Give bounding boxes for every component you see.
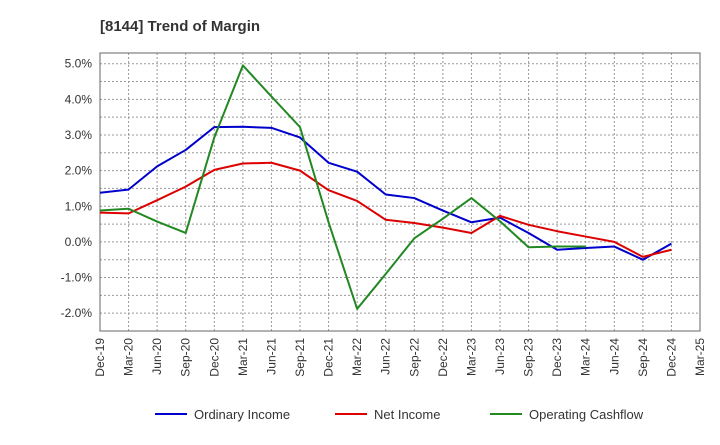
x-tick-label: Sep-24 [636,338,650,377]
x-tick-label: Sep-20 [179,338,193,377]
y-tick-label: 5.0% [65,57,93,71]
y-tick-label: -1.0% [61,271,93,285]
x-tick-label: Jun-22 [379,338,393,375]
legend-label-net-income: Net Income [374,407,440,422]
y-tick-label: -2.0% [61,306,93,320]
x-tick-label: Sep-22 [407,338,421,377]
x-tick-label: Jun-23 [493,338,507,375]
x-tick-label: Dec-23 [550,338,564,377]
x-tick-label: Mar-22 [350,338,364,376]
legend: Ordinary Income Net Income Operating Cashf… [155,407,644,422]
y-tick-label: 2.0% [65,164,93,178]
x-tick-label: Sep-23 [522,338,536,377]
x-tick-label: Dec-21 [322,338,336,377]
y-tick-label: 0.0% [65,235,93,249]
x-tick-label: Jun-21 [264,338,278,375]
series-line-operating-cashflow [99,64,586,310]
plot-frame [99,52,701,332]
chart-title: [8144] Trend of Margin [100,18,260,35]
grid-layer [100,53,700,331]
x-tick-label: Mar-20 [122,338,136,376]
series-line-net-income [99,161,672,258]
y-tick-label: 3.0% [65,128,93,142]
x-tick-label: Sep-21 [293,338,307,377]
x-tick-label: Dec-24 [664,338,678,377]
series-line-ordinary-income [99,125,672,261]
y-tick-label: 1.0% [65,199,93,213]
x-tick-label: Mar-21 [236,338,250,376]
x-tick-label: Mar-23 [464,338,478,376]
x-tick-label: Mar-25 [693,338,707,376]
legend-label-operating-cashflow: Operating Cashflow [529,407,644,422]
x-tick-label: Jun-24 [607,338,621,375]
x-tick-label: Dec-20 [207,338,221,377]
x-tick-label: Dec-19 [93,338,107,377]
x-tick-label: Jun-20 [150,338,164,375]
x-tick-label: Mar-24 [579,338,593,376]
legend-label-ordinary-income: Ordinary Income [194,407,290,422]
axis-layer: 5.0% 4.0% 3.0% 2.0% 1.0% 0.0% -1.0% -2.0% Dec-19… [61,57,707,377]
x-tick-label: Dec-22 [436,338,450,377]
y-tick-label: 4.0% [65,92,93,106]
series-layer [99,64,672,310]
